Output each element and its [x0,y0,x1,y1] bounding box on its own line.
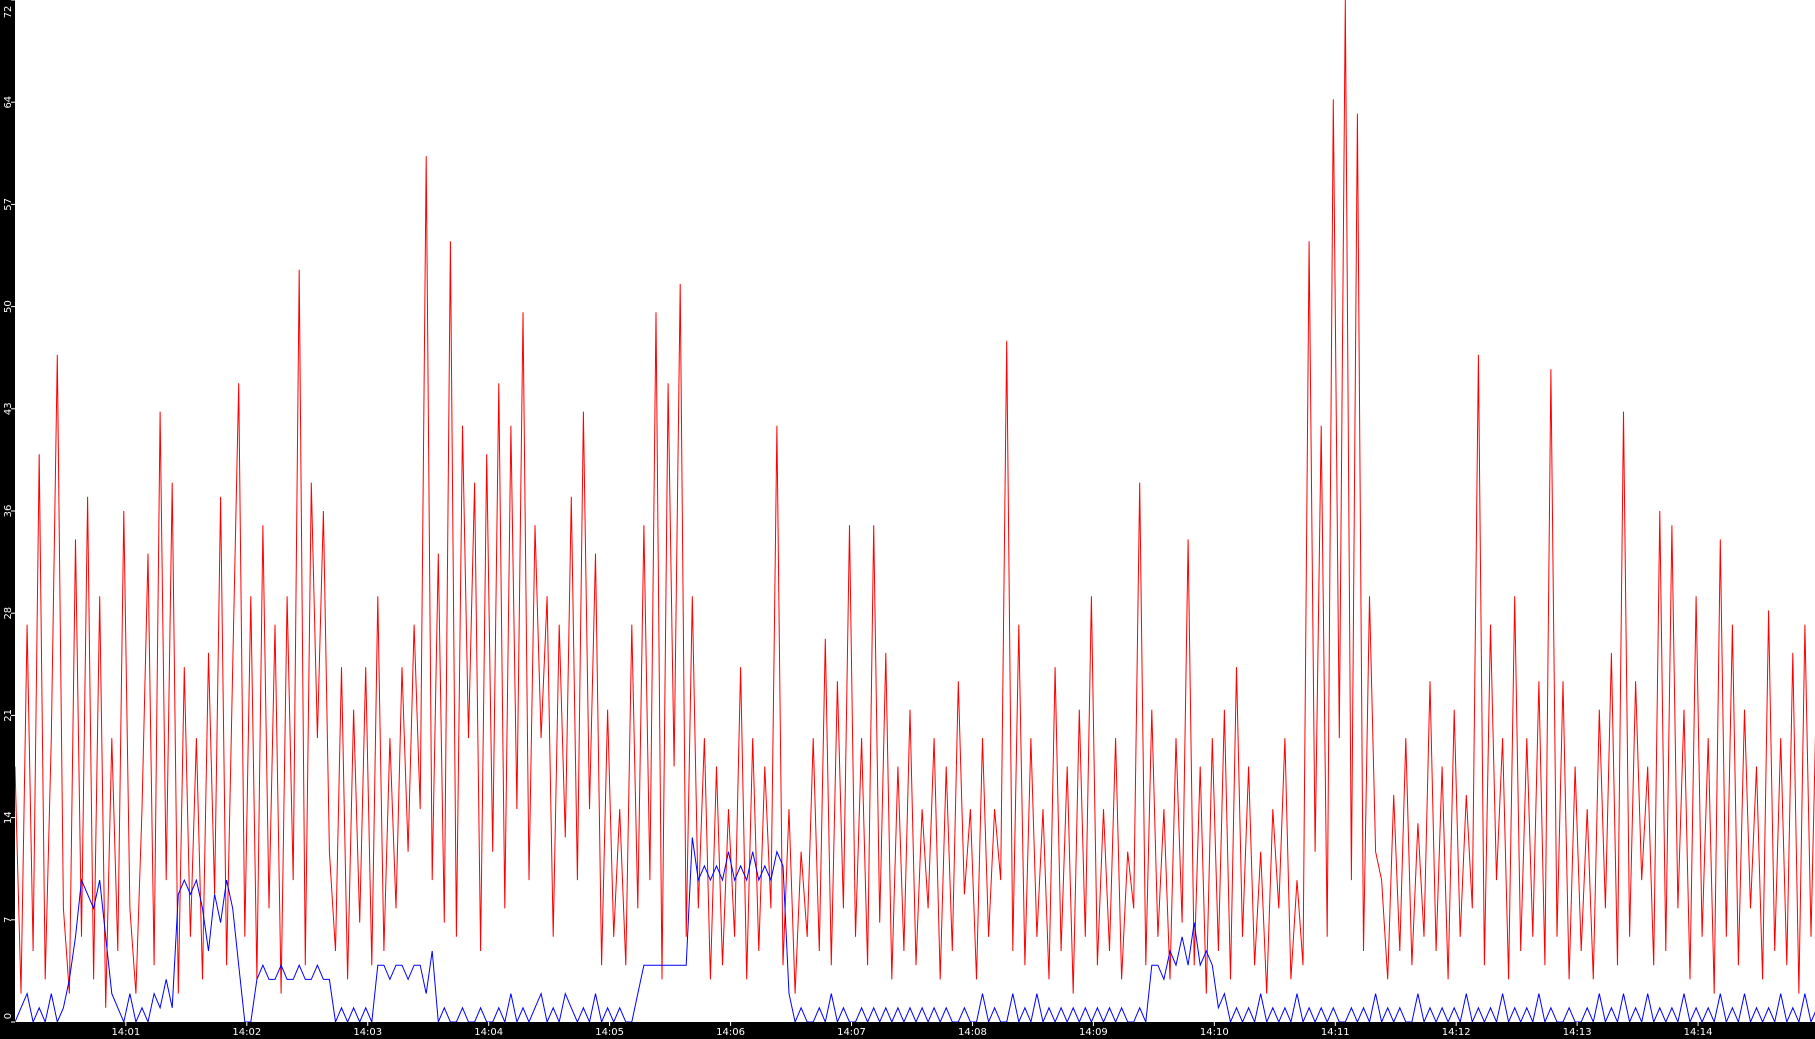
y-tick-label: 43 [3,402,14,415]
series-line-blue [15,837,1815,1022]
x-tick-label: 14:14 [1684,1027,1713,1038]
x-tick-label: 14:12 [1442,1027,1471,1038]
x-tick-label: 14:11 [1321,1027,1350,1038]
plot-area [15,0,1815,1022]
y-tick-label: 14 [3,811,14,824]
y-tick-label: 50 [3,300,14,313]
x-tick-label: 14:08 [958,1027,987,1038]
x-tick-label: 14:01 [111,1027,140,1038]
x-tick-label: 14:02 [232,1027,261,1038]
y-tick-label: 28 [3,607,14,620]
y-tick-label: 64 [3,96,14,109]
y-tick-label: 36 [3,505,14,518]
series-line-red [15,0,1815,1008]
x-tick-label: 14:09 [1079,1027,1108,1038]
x-tick-label: 14:06 [716,1027,745,1038]
y-tick-label: 0 [3,1013,14,1019]
y-tick-label: 7 [3,917,14,923]
x-tick-label: 14:13 [1563,1027,1592,1038]
x-tick-label: 14:05 [595,1027,624,1038]
y-tick-label: 57 [3,198,14,211]
x-tick-label: 14:10 [1200,1027,1229,1038]
x-tick-label: 14:03 [353,1027,382,1038]
x-axis: 14:01 14:02 14:03 14:04 14:05 14:06 14:07 14:08… [111,1022,1713,1038]
y-tick-label: 21 [3,709,14,722]
x-tick-label: 14:04 [474,1027,503,1038]
x-tick-label: 14:07 [837,1027,866,1038]
series-layer [15,0,1815,1022]
y-tick-label: 72 [3,6,14,19]
y-axis: 0 7 14 21 28 36 43 50 57 64 72 [3,0,15,1023]
